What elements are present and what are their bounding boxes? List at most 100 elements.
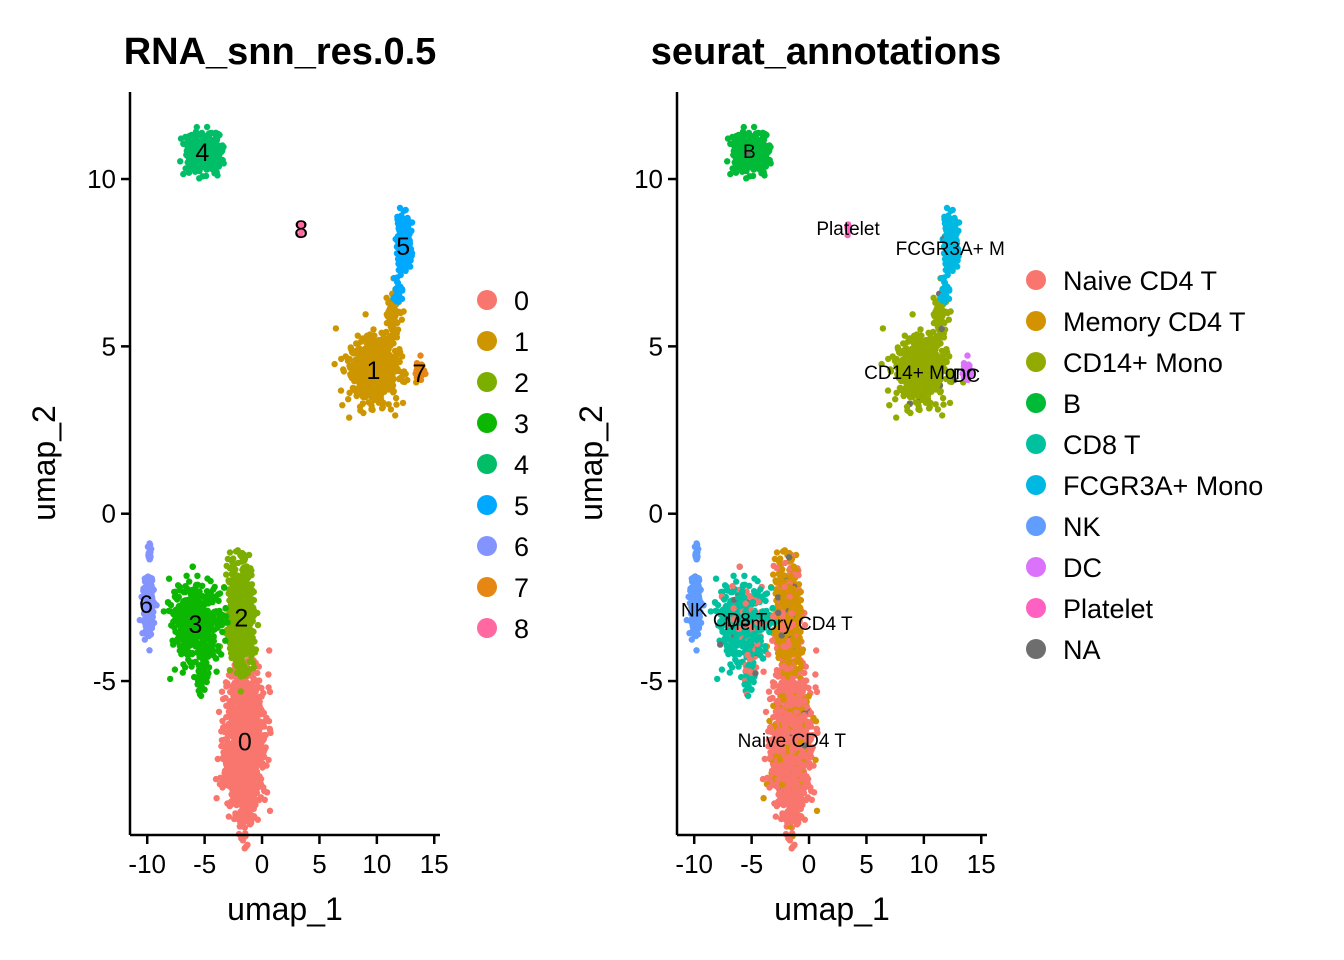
data-point [399,353,406,360]
data-point [337,387,345,394]
data-point [247,801,255,808]
data-point [216,612,224,619]
data-point [236,787,244,795]
data-point [229,558,236,566]
data-point [215,591,222,598]
data-point [186,578,193,585]
data-point [195,600,202,607]
data-point [186,642,194,649]
data-point [174,582,182,589]
data-point [192,588,199,595]
data-point [361,345,368,353]
data-point [172,606,179,614]
data-point [394,284,401,291]
legend-swatch [477,290,497,310]
data-point [331,360,338,368]
data-point [221,728,228,736]
data-point [247,613,255,620]
data-point [250,751,258,758]
data-point [247,815,254,822]
data-point [356,403,364,410]
data-point [223,571,230,578]
data-point [265,718,273,725]
data-point [232,732,239,739]
data-point [196,644,203,652]
data-point [386,384,393,391]
data-point [394,359,401,367]
data-point [378,386,386,393]
data-point [213,668,220,675]
data-point [146,552,154,559]
data-point [207,589,215,596]
data-point [346,414,353,421]
cluster-label: 5 [396,233,410,261]
data-point [349,349,356,356]
data-point [350,360,357,367]
legend-label: 0 [514,286,529,316]
data-point [226,667,234,674]
data-point [239,711,246,718]
x-tick-label: 0 [255,849,269,879]
data-point [165,575,173,582]
y-tick-label: 0 [102,499,116,529]
data-point [355,350,362,357]
data-point [332,325,340,332]
data-point [246,808,253,816]
data-point [389,374,397,382]
data-point [394,213,401,220]
legend-swatch [477,495,497,515]
data-point [232,566,239,573]
data-point [220,754,227,761]
data-point [233,776,240,783]
data-point [185,169,193,176]
data-point [226,565,234,572]
data-point [165,599,172,606]
data-point [218,651,225,658]
data-point [262,731,269,739]
data-point [183,148,191,155]
data-point [244,734,252,741]
cluster-label: 8 [294,216,308,244]
legend-label: 3 [514,409,529,439]
data-point [244,669,251,676]
data-point [266,647,273,654]
data-point [354,332,361,339]
data-point [174,596,181,603]
legend-item: 7 [477,573,529,603]
data-point [185,136,192,143]
data-point [219,628,226,636]
y-axis-label: umap_2 [26,405,62,521]
data-point [227,776,235,783]
data-point [179,636,186,643]
data-point [252,764,260,771]
data-point [246,770,254,778]
data-point [175,613,182,620]
data-point [143,583,151,590]
data-point [263,789,271,796]
data-point [194,572,201,579]
legend-item: 6 [477,532,529,562]
legend-label: 5 [514,491,529,521]
data-point [266,807,274,814]
data-point [238,554,246,561]
data-point [360,409,367,417]
data-point [339,402,346,409]
cluster-label: 7 [412,360,426,388]
data-point [245,786,252,794]
scatter-points [136,123,429,852]
data-point [250,588,257,596]
data-point [241,803,249,810]
data-point [227,697,234,705]
data-point [221,619,229,626]
data-point [224,680,231,687]
data-point [212,655,219,662]
data-point [186,659,194,666]
data-point [199,173,206,180]
data-point [255,796,263,804]
data-point [222,637,229,644]
data-point [183,572,190,579]
data-point [199,668,206,675]
data-point [202,598,210,606]
data-point [813,807,821,814]
data-point [391,325,398,333]
